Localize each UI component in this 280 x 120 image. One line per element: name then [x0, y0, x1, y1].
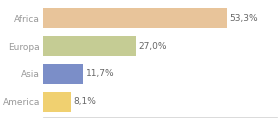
Text: 53,3%: 53,3% [229, 14, 258, 23]
Text: 27,0%: 27,0% [139, 42, 167, 51]
Bar [43, 36, 136, 56]
Text: 11,7%: 11,7% [86, 69, 115, 78]
Bar [43, 64, 83, 84]
Text: 8,1%: 8,1% [74, 97, 97, 106]
Bar [43, 8, 227, 28]
Bar [43, 92, 71, 112]
